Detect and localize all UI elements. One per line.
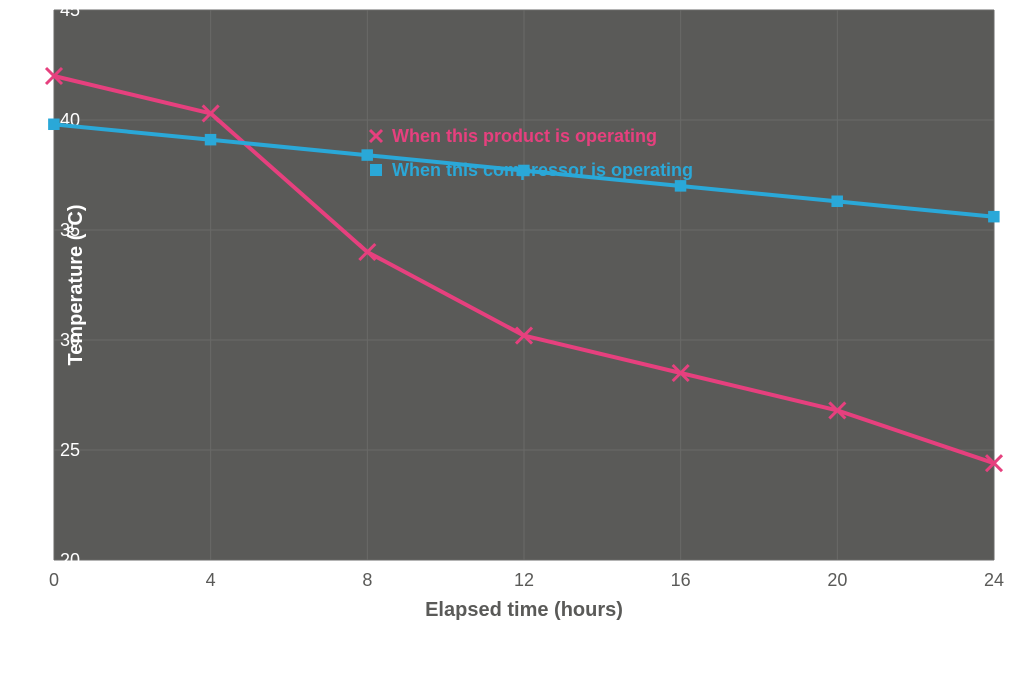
x-tick-label: 24 — [984, 570, 1004, 590]
x-tick-label: 20 — [827, 570, 847, 590]
x-tick-label: 16 — [671, 570, 691, 590]
x-axis-label: Elapsed time (hours) — [425, 599, 623, 621]
legend-swatch — [370, 164, 382, 176]
marker-square — [989, 211, 1000, 222]
legend-label-1: When this compressor is operating — [392, 160, 693, 180]
temperature-line-chart: 20253035404504812162024Temperature (°C)E… — [0, 0, 1033, 689]
x-tick-label: 0 — [49, 570, 59, 590]
x-tick-label: 8 — [362, 570, 372, 590]
y-tick-label: 25 — [60, 440, 80, 460]
marker-square — [49, 119, 60, 130]
y-axis-label: Temperature (°C) — [65, 205, 87, 366]
y-tick-label: 45 — [60, 0, 80, 20]
marker-square — [832, 196, 843, 207]
x-tick-label: 12 — [514, 570, 534, 590]
y-tick-label: 20 — [60, 550, 80, 570]
marker-square — [362, 150, 373, 161]
marker-square — [675, 181, 686, 192]
marker-square — [205, 134, 216, 145]
x-tick-label: 4 — [206, 570, 216, 590]
legend-label-0: When this product is operating — [392, 126, 657, 146]
